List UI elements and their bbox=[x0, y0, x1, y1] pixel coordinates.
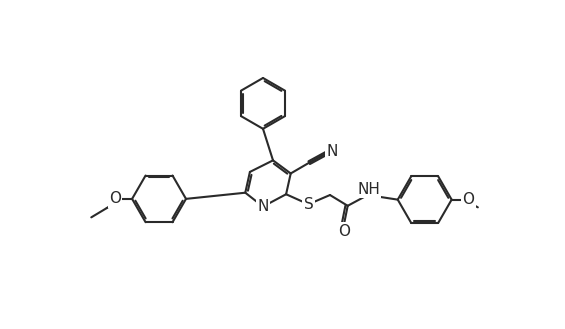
Text: S: S bbox=[303, 197, 314, 212]
Text: N: N bbox=[327, 144, 338, 159]
Text: N: N bbox=[257, 199, 269, 214]
Text: O: O bbox=[463, 192, 475, 207]
Text: O: O bbox=[109, 191, 121, 206]
Text: NH: NH bbox=[357, 182, 380, 197]
Text: O: O bbox=[338, 224, 351, 239]
